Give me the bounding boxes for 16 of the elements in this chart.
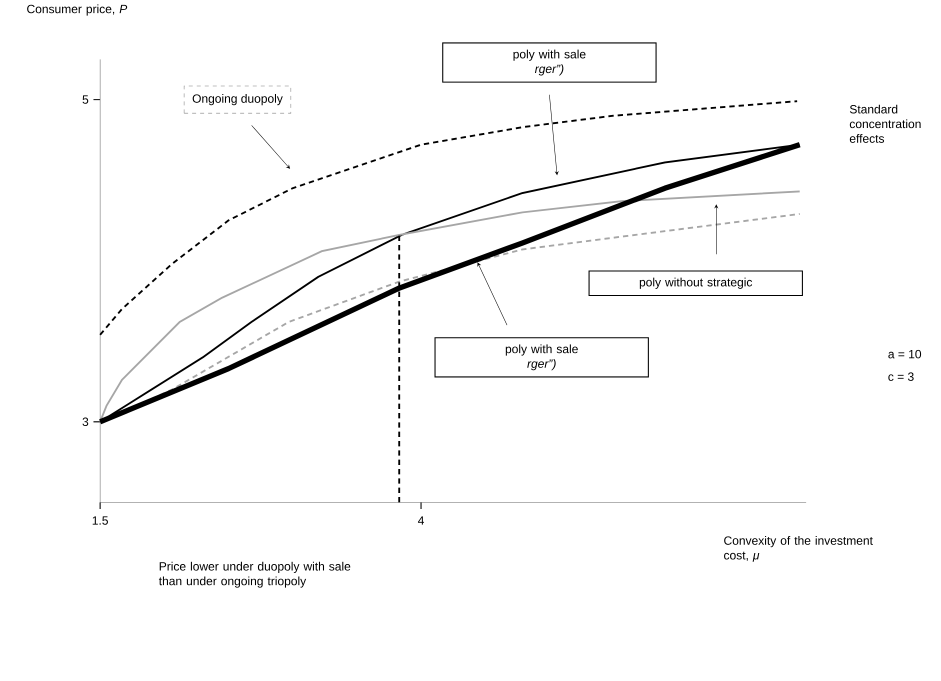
- text: Standard concentration effects: [850, 104, 921, 143]
- y-tick-label: 5: [82, 95, 88, 104]
- text: c = 3: [888, 372, 914, 381]
- text: a = 10: [888, 350, 922, 358]
- x-tick-label: 4: [418, 516, 424, 525]
- annotation: Ongoing duopoly: [192, 94, 283, 106]
- text: Price lower under duopoly with sale than under ongoing triopoly: [158, 562, 350, 588]
- y-axis-title: Consumer price, P: [27, 4, 128, 16]
- x-tick-label: 1.5: [92, 516, 108, 525]
- annotation: poly with sale: [513, 50, 586, 61]
- annotation: poly with sale: [506, 344, 578, 356]
- annotation: rger”): [534, 64, 564, 76]
- annotation: rger”): [527, 359, 556, 370]
- y-tick-label: 3: [82, 417, 88, 426]
- annotation: poly without strategic: [640, 278, 752, 289]
- x-axis-title: Convexity of the investment cost, μ: [724, 536, 873, 562]
